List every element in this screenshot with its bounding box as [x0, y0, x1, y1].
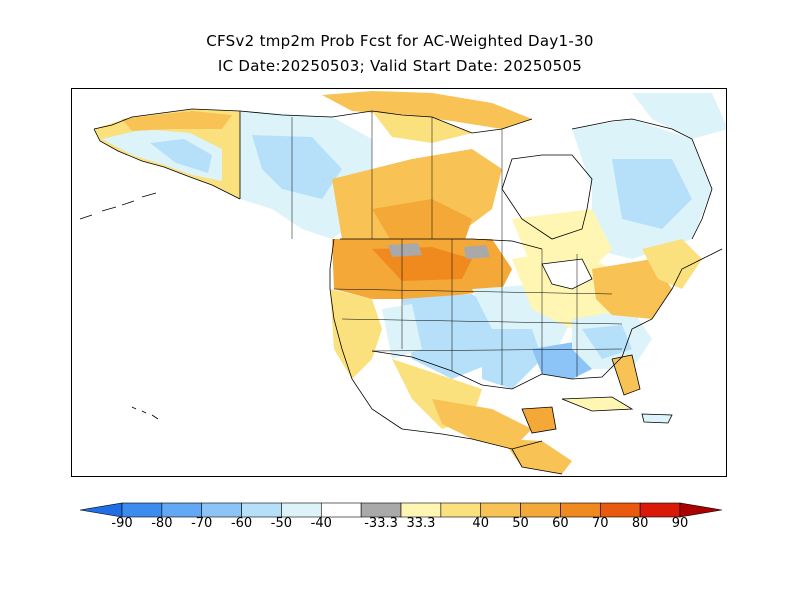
yucatan [522, 407, 556, 433]
near-normal-patch [388, 243, 422, 257]
colorbar-tick-label: -70 [191, 516, 213, 531]
arctic-yellow [372, 111, 472, 143]
colorbar-box [560, 502, 601, 518]
mexico-central [432, 399, 532, 449]
new-england [642, 239, 702, 289]
colorbar-tick-label: -90 [111, 516, 133, 531]
yucatan-coast [521, 406, 557, 434]
colorbar-box [281, 502, 322, 518]
colorbar-end-left [80, 502, 123, 518]
probability-map [79, 91, 726, 475]
great-lakes-outline [541, 258, 593, 290]
colorbar-box [520, 502, 561, 518]
colorbar [80, 502, 722, 518]
pacific-coast [330, 289, 382, 379]
cuba-outline [561, 396, 634, 412]
colorbar-box [599, 502, 641, 518]
colorbar-box [320, 502, 362, 518]
colorbar-end-right [679, 502, 722, 518]
us-canada-border [340, 238, 543, 250]
alaska-blue-inner [150, 139, 212, 173]
labrador-coast [571, 118, 713, 240]
state-lines [333, 239, 623, 385]
colorbar-box [400, 502, 442, 518]
colorbar-tick-label: 50 [512, 516, 529, 531]
colorbar-tick-label: -80 [151, 516, 173, 531]
map-subtitle: IC Date:20250503; Valid Start Date: 2025… [217, 57, 583, 75]
colorbar-box [121, 502, 163, 518]
greenland-edge [632, 93, 726, 139]
hispaniola [642, 414, 672, 423]
colorbar-box [241, 502, 282, 518]
southeast-blue [582, 325, 632, 359]
coastline-layer [79, 108, 723, 475]
colorbar-tick-label: 90 [671, 516, 689, 531]
colorbar-box [360, 502, 402, 518]
florida [612, 355, 640, 395]
colorbar-box [440, 502, 482, 518]
colorbar-box [201, 502, 242, 518]
colorbar-tick-label: 60 [552, 516, 569, 531]
colorbar-tick-label: -60 [230, 516, 253, 531]
colorbar-box [480, 502, 521, 518]
shading-layer [94, 91, 726, 474]
arctic-islands [322, 91, 532, 129]
pacific-coast-line [329, 238, 403, 430]
colorbar-tick-label: -50 [270, 516, 293, 531]
colorbar-tick-label: -33.3 [364, 516, 398, 531]
quebec-blue [612, 159, 692, 229]
hispaniola-outline [641, 413, 673, 424]
hudson-bay-coast [501, 154, 593, 240]
yukon-blue [252, 135, 342, 199]
texas-blue [482, 329, 542, 389]
central-america [502, 439, 572, 474]
near-normal-patch-2 [464, 245, 490, 259]
colorbar-box [161, 502, 203, 518]
colorbar-tick-label: 40 [472, 516, 489, 531]
us-mexico-border [371, 350, 483, 386]
northeast-orange [592, 259, 672, 319]
map-title: CFSv2 tmp2m Prob Fcst for AC-Weighted Da… [206, 32, 594, 50]
colorbar-tick-label: 80 [631, 516, 649, 531]
colorbar-box [639, 502, 681, 518]
cuba [562, 397, 632, 411]
florida-coast [611, 354, 641, 396]
colorbar-tick-label: -40 [310, 516, 332, 531]
gulf-coast [481, 356, 623, 390]
map-frame [71, 88, 727, 477]
province-lines [291, 111, 503, 241]
atlantic-coast [621, 248, 723, 358]
hawaii-islands [131, 406, 159, 420]
colorbar-tick-label: 70 [592, 516, 609, 531]
alaska-north-orange [122, 111, 232, 131]
aleutians [79, 192, 157, 220]
canada-arctic-coast [239, 110, 533, 134]
great-lakes-white [542, 259, 592, 289]
alaska-coast [93, 108, 241, 200]
mexico-coast [401, 428, 563, 475]
colorbar-tick-label: 33.3 [406, 516, 436, 531]
